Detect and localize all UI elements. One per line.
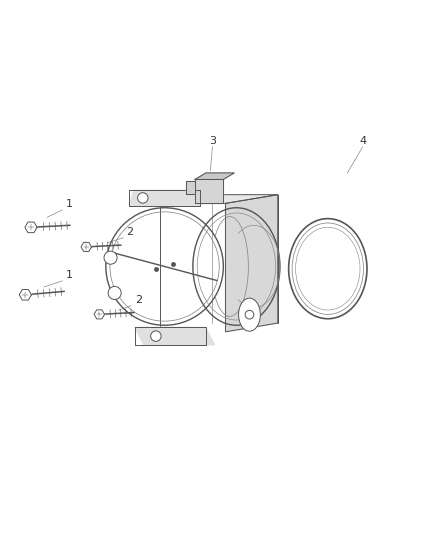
Polygon shape	[19, 289, 32, 300]
Polygon shape	[25, 222, 37, 232]
Polygon shape	[160, 195, 278, 204]
Polygon shape	[81, 243, 92, 252]
Text: 4: 4	[359, 135, 366, 146]
Text: 1: 1	[65, 199, 72, 209]
Text: 2: 2	[126, 227, 133, 237]
Text: 1: 1	[65, 270, 72, 280]
Circle shape	[151, 331, 161, 341]
Polygon shape	[195, 180, 223, 204]
Circle shape	[138, 193, 148, 203]
Polygon shape	[195, 173, 234, 180]
Polygon shape	[226, 195, 278, 332]
Text: 2: 2	[135, 295, 142, 305]
Circle shape	[104, 251, 117, 264]
Polygon shape	[186, 181, 195, 194]
Polygon shape	[94, 310, 105, 319]
Polygon shape	[135, 327, 215, 345]
Polygon shape	[129, 190, 204, 206]
Text: 3: 3	[209, 135, 216, 146]
Ellipse shape	[239, 298, 260, 331]
Circle shape	[108, 286, 121, 300]
